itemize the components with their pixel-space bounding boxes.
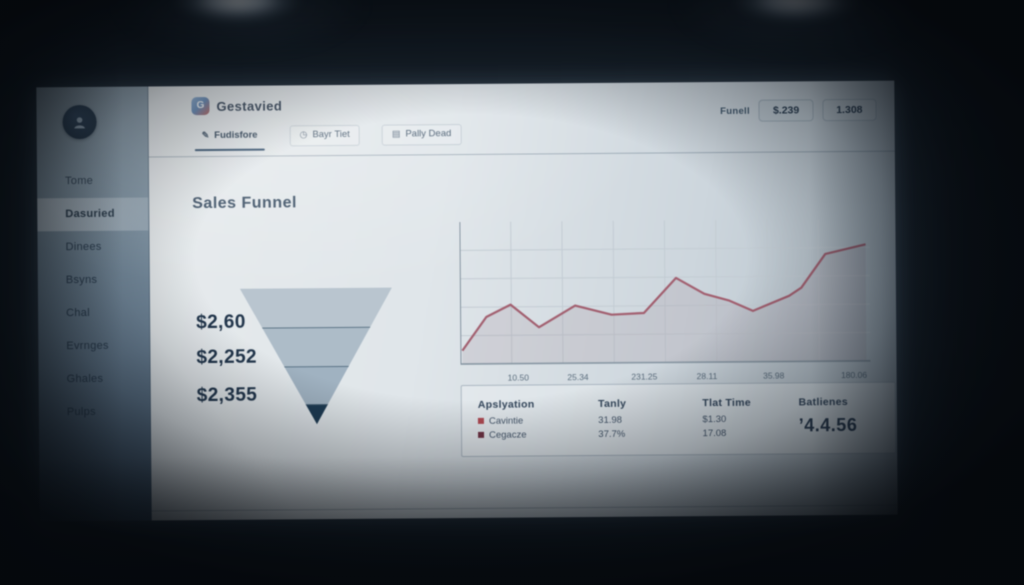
funnel-value-label: $2,355 xyxy=(196,384,258,407)
x-tick-label: 10.50 xyxy=(507,372,529,383)
content-area: Sales Funnel $2,60 $2,252 $2,355 10.50 25.3… xyxy=(149,152,898,521)
sales-funnel-chart xyxy=(240,288,393,425)
funnel-segment-1 xyxy=(240,288,392,329)
table-row-label: Cavintie xyxy=(477,414,598,426)
sidebar: Tome Dasuried Dinees Bsyns Chal Evrnges Ghales… xyxy=(36,86,152,522)
x-tick-label: 28.11 xyxy=(696,371,718,382)
funnel-segment-3 xyxy=(241,365,393,404)
x-tick-label: 231.25 xyxy=(631,371,658,382)
table-cell-tanly: 37.7% xyxy=(598,428,626,440)
sidebar-item-chal[interactable]: Chal xyxy=(66,306,90,320)
sidebar-item-evrnges[interactable]: Evrnges xyxy=(66,339,109,353)
line-chart-svg xyxy=(459,219,871,365)
x-tick-label: 25.34 xyxy=(567,372,589,383)
tab-label: Fudisfore xyxy=(214,129,258,141)
clock-icon: ◷ xyxy=(299,129,308,140)
funnel-value-label: $2,252 xyxy=(196,346,258,369)
table-header-tlat-time: Tlat Time xyxy=(702,396,752,410)
funnel-segment-2 xyxy=(240,327,392,366)
stats-table: Apslyation Tanly Tlat Time Batlienes Cavinti… xyxy=(460,381,897,458)
sidebar-item-dinees[interactable]: Dinees xyxy=(65,240,102,254)
sidebar-item-dasuried[interactable]: Dasuried xyxy=(37,197,149,232)
tab-label: Pally Dead xyxy=(405,128,452,140)
top-header: G Gestavied ✎ Fudisfore ◷ Bayr Tiet ▤ Pally D… xyxy=(148,80,895,158)
app-brand[interactable]: G Gestavied xyxy=(191,96,283,116)
line-chart: 10.50 25.34 231.25 28.11 35.98 180.06 xyxy=(459,219,872,387)
funnel-filter-label: Funell xyxy=(720,105,750,117)
user-avatar-icon xyxy=(74,117,85,129)
app-title: Gestavied xyxy=(216,97,283,114)
x-tick-label: 35.98 xyxy=(763,370,785,381)
monitor-screen: Tome Dasuried Dinees Bsyns Chal Evrnges Ghales… xyxy=(36,80,898,522)
table-row-label: Cegacze xyxy=(478,428,598,440)
sidebar-item-tome[interactable]: Tome xyxy=(64,174,94,188)
table-cell-tlat-time: $1.30 xyxy=(702,413,727,425)
tab-label: Bayr Tiet xyxy=(312,128,350,141)
list-icon: ▤ xyxy=(391,128,401,139)
app-logo-icon: G xyxy=(191,97,210,116)
sidebar-item-pulps[interactable]: Pulps xyxy=(66,405,96,419)
table-big-value: ’4.4.56 xyxy=(798,414,858,435)
table-header-apslyation: Apslyation xyxy=(477,398,535,411)
tab-fudisfore[interactable]: ✎ Fudisfore xyxy=(192,126,268,148)
sidebar-nav: Tome Dasuried Dinees Bsyns Chal Evrnges Ghales… xyxy=(37,165,150,430)
legend-bullet-icon xyxy=(477,417,484,424)
table-header-batlienes: Batlienes xyxy=(798,396,849,409)
tab-pally-dead[interactable]: ▤ Pally Dead xyxy=(381,124,462,146)
header-stat-button-2[interactable]: 1.308 xyxy=(822,98,877,122)
content-divider xyxy=(151,504,898,512)
table-cell-tanly: 31.98 xyxy=(598,414,623,426)
tab-bayr-tiet[interactable]: ◷ Bayr Tiet xyxy=(289,124,360,147)
pen-icon: ✎ xyxy=(201,130,210,141)
funnel-segment-4 xyxy=(241,403,393,425)
legend-bullet-icon xyxy=(478,431,485,438)
tab-bar: ✎ Fudisfore ◷ Bayr Tiet ▤ Pally Dead xyxy=(192,124,462,147)
sidebar-item-ghales[interactable]: Ghales xyxy=(66,372,104,386)
x-tick-label: 180.06 xyxy=(841,369,868,381)
page-title: Sales Funnel xyxy=(192,194,297,213)
table-cell-tlat-time: 17.08 xyxy=(702,427,727,439)
sidebar-item-bsyns[interactable]: Bsyns xyxy=(65,273,98,287)
table-header-tanly: Tanly xyxy=(598,397,627,410)
funnel-value-label: $2,60 xyxy=(196,311,246,334)
header-stat-button-1[interactable]: $.239 xyxy=(758,99,814,122)
main-panel: G Gestavied ✎ Fudisfore ◷ Bayr Tiet ▤ Pally D… xyxy=(148,80,898,521)
user-avatar[interactable] xyxy=(62,104,97,140)
header-controls: Funell $.239 1.308 xyxy=(720,98,877,122)
